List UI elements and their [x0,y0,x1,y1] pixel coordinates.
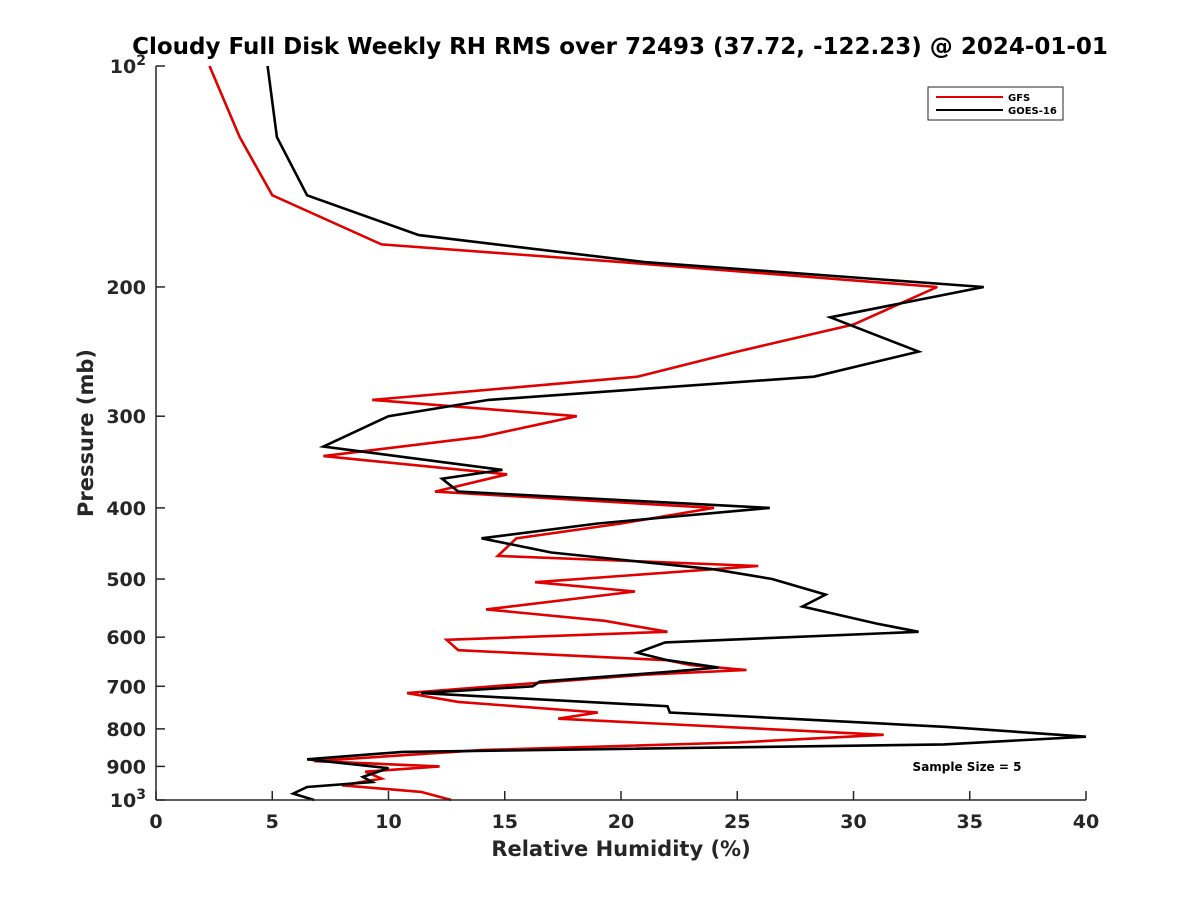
x-tick-label: 25 [724,811,750,833]
y-tick-label: 700 [106,676,146,698]
x-tick-label: 35 [957,811,983,833]
x-tick-label: 15 [492,811,518,833]
x-tick-label: 30 [840,811,866,833]
legend-label-gfs: GFS [1008,93,1030,104]
series-line-gfs [208,65,938,802]
series-line-goes-16 [266,65,1087,802]
y-ticks: 102 200 300 400 500 600 700 800 900 103 [106,53,165,812]
x-ticks: 0 5 10 15 20 25 30 35 40 [149,791,1099,833]
x-tick-label: 0 [149,811,162,833]
y-axis-label: Pressure (mb) [74,349,98,517]
y-tick-label: 600 [106,627,146,649]
x-axis-label: Relative Humidity (%) [491,837,750,861]
axes-layer [155,66,1086,801]
y-tick-label: 200 [106,277,146,299]
y-tick-label: 800 [106,719,146,741]
legend-box [927,86,1064,121]
sample-size-annotation: Sample Size = 5 [913,760,1022,774]
y-tick-label: 400 [106,498,146,520]
series-layer [208,65,1087,802]
legend: GFS GOES-16 [927,86,1064,121]
chart-title: Cloudy Full Disk Weekly RH RMS over 7249… [132,34,1108,60]
legend-label-goes16: GOES-16 [1008,106,1057,117]
y-tick-label: 102 [110,53,146,78]
y-tick-label: 900 [106,756,146,778]
x-tick-label: 20 [608,811,634,833]
y-tick-label: 103 [110,787,146,812]
x-tick-label: 10 [375,811,401,833]
x-tick-label: 5 [266,811,279,833]
y-tick-label: 300 [106,406,146,428]
x-tick-label: 40 [1073,811,1099,833]
y-tick-label: 500 [106,569,146,591]
